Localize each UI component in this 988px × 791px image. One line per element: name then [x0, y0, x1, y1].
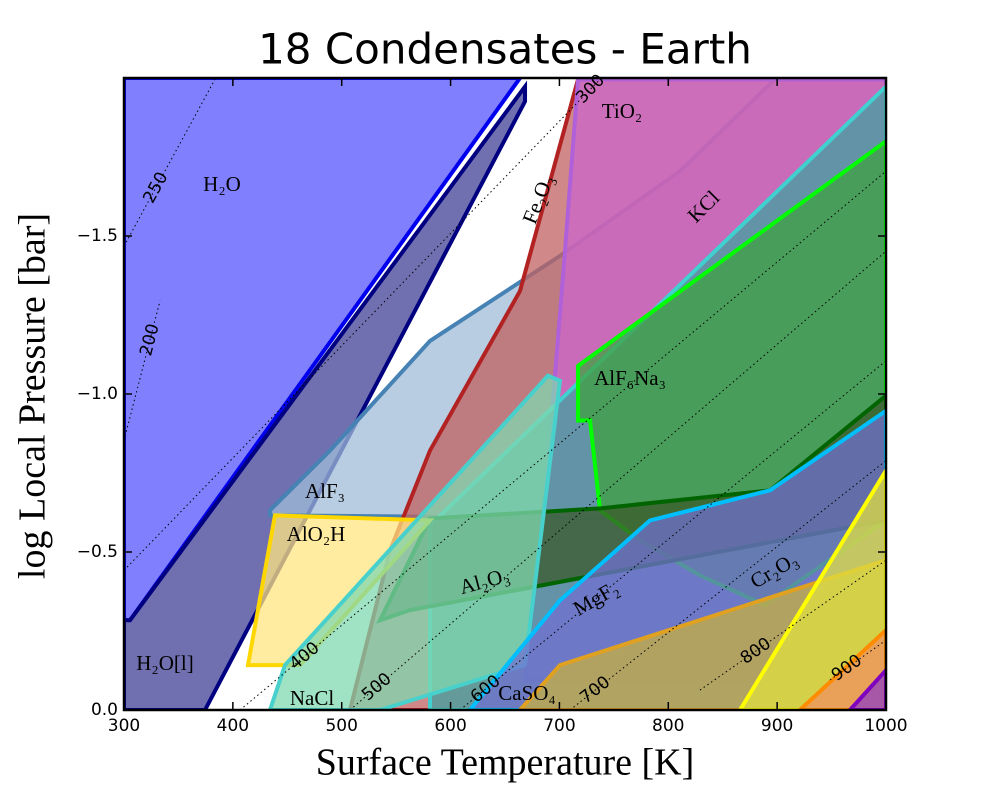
condensate-region	[797, 627, 886, 710]
region-label: NaCl	[290, 686, 334, 710]
isotherm	[124, 78, 601, 571]
x-tick-label: 400	[217, 716, 249, 736]
isotherm	[124, 300, 161, 441]
y-axis-label: log Local Pressure [bar]	[12, 213, 54, 579]
y-tick-label: −1.5	[77, 226, 118, 246]
chart-title: 18 Condensates - Earth	[258, 25, 752, 74]
x-tick-label: 900	[761, 716, 793, 736]
region-label: AlF₆Na₃	[594, 366, 666, 390]
region-label: AlO₂H	[287, 522, 346, 546]
isotherm	[124, 79, 216, 247]
isotherm	[459, 360, 886, 710]
condensate-region	[847, 667, 886, 710]
x-tick-label: 500	[325, 716, 357, 736]
y-tick-label: −0.5	[77, 542, 118, 562]
y-tick-label: 0.0	[91, 700, 118, 720]
x-tick-label: 800	[652, 716, 684, 736]
region-label: AlF₃	[305, 479, 345, 503]
x-tick-label: 1000	[864, 716, 907, 736]
x-axis-label: Surface Temperature [K]	[316, 742, 695, 784]
isotherm	[349, 250, 886, 710]
region-label: TiO₂	[602, 99, 642, 123]
region-label: CaSO₄	[498, 681, 556, 705]
isotherm	[699, 559, 886, 691]
region-label: H₂O	[203, 172, 241, 196]
x-tick-label: 700	[543, 716, 575, 736]
x-tick-label: 300	[108, 716, 140, 736]
condensate-region	[124, 80, 528, 710]
x-tick-label: 600	[434, 716, 466, 736]
isotherm	[239, 170, 886, 710]
condensate-region	[737, 466, 886, 710]
y-tick-label: −1.0	[77, 384, 118, 404]
region-label: H₂O[l]	[136, 651, 193, 675]
plot-area	[124, 78, 886, 710]
